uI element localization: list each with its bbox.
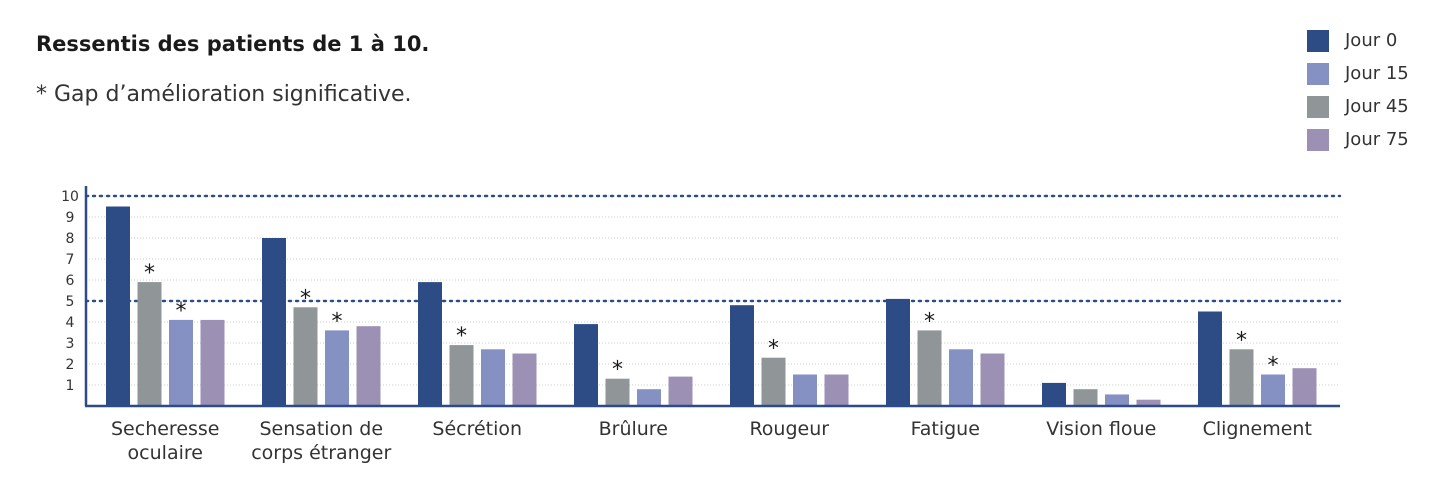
bar	[325, 330, 349, 406]
legend-item-jour-45: Jour 45	[1307, 90, 1409, 123]
bar	[1042, 382, 1066, 406]
legend-item-jour-75: Jour 75	[1307, 123, 1409, 156]
category-label: Rougeur	[749, 418, 829, 440]
bar	[418, 282, 442, 406]
bar	[793, 374, 817, 406]
y-tick-label: 8	[66, 231, 75, 247]
bar	[574, 324, 598, 406]
bar	[668, 376, 693, 406]
bar	[824, 374, 849, 406]
bar	[949, 349, 973, 406]
bar	[356, 326, 381, 406]
significance-marker: *	[144, 261, 155, 286]
category-label: Fatigue	[911, 418, 980, 440]
chart-title: Ressentis des patients de 1 à 10.	[36, 32, 430, 56]
bar	[169, 319, 193, 406]
legend-swatch-jour-15	[1307, 62, 1329, 85]
significance-marker: *	[768, 337, 779, 362]
legend-item-jour-15: Jour 15	[1307, 57, 1409, 90]
bar	[512, 353, 537, 406]
bar	[1229, 349, 1254, 406]
bar	[1105, 394, 1129, 406]
bar	[137, 282, 162, 406]
bar	[449, 345, 474, 406]
category-label: oculaire	[128, 442, 203, 464]
bar	[605, 378, 630, 406]
legend-swatch-jour-0	[1307, 29, 1329, 52]
legend-label-jour-75: Jour 75	[1345, 129, 1409, 150]
bar	[200, 319, 225, 406]
legend-label-jour-45: Jour 45	[1345, 96, 1409, 117]
category-label: Sensation de	[259, 418, 383, 440]
y-tick-label: 5	[66, 294, 75, 310]
y-tick-label: 9	[66, 210, 75, 226]
legend-label-jour-0: Jour 0	[1345, 30, 1398, 51]
category-label: Brûlure	[599, 418, 668, 440]
bar	[1198, 311, 1222, 406]
legend-swatch-jour-75	[1307, 128, 1329, 151]
y-tick-label: 2	[66, 357, 75, 373]
significance-marker: *	[1268, 354, 1279, 379]
bar	[106, 206, 130, 406]
significance-marker: *	[924, 309, 935, 334]
y-tick-label: 10	[61, 189, 79, 205]
category-label: Clignement	[1203, 418, 1312, 440]
bar	[637, 389, 661, 406]
bar	[293, 307, 318, 406]
category-label: corps étranger	[251, 442, 391, 464]
legend-label-jour-15: Jour 15	[1345, 63, 1409, 84]
chart-subtitle: * Gap d’amélioration significative.	[36, 82, 412, 107]
significance-marker: *	[456, 324, 467, 349]
bar	[1292, 368, 1317, 406]
category-label: Sécrétion	[432, 418, 522, 440]
bar	[262, 238, 286, 406]
bar	[917, 330, 942, 406]
legend-swatch-jour-45	[1307, 95, 1329, 118]
y-tick-label: 3	[66, 336, 75, 352]
bar	[730, 305, 754, 406]
bar	[481, 349, 505, 406]
y-tick-label: 6	[66, 273, 75, 289]
y-tick-label: 7	[66, 252, 75, 268]
significance-marker: *	[332, 309, 343, 334]
category-label: Secheresse	[111, 418, 220, 440]
y-tick-label: 4	[66, 315, 75, 331]
significance-marker: *	[300, 286, 311, 311]
bar	[980, 353, 1005, 406]
legend: Jour 0 Jour 15 Jour 45 Jour 75	[1307, 24, 1409, 156]
significance-marker: *	[1236, 328, 1247, 353]
bar	[1073, 389, 1098, 406]
significance-marker: *	[612, 358, 623, 383]
bar	[1261, 374, 1285, 406]
bar	[761, 357, 786, 406]
bar	[1136, 399, 1161, 406]
significance-marker: *	[176, 299, 187, 324]
y-tick-label: 1	[66, 378, 75, 394]
category-label: Vision floue	[1046, 418, 1156, 440]
bar	[886, 298, 910, 406]
legend-item-jour-0: Jour 0	[1307, 24, 1409, 57]
